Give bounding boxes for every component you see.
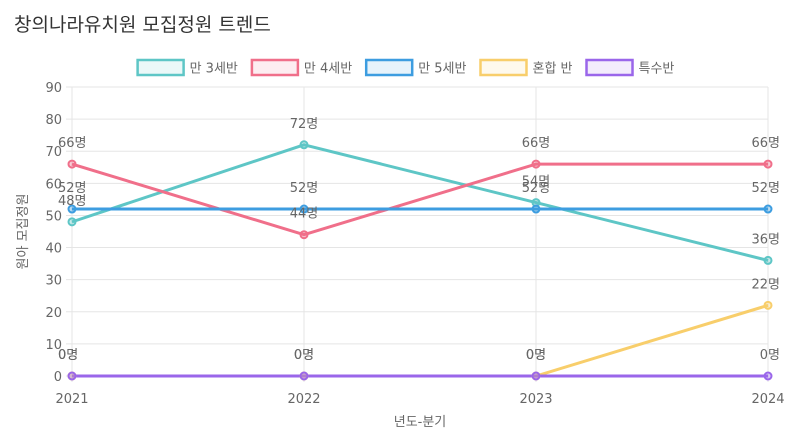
y-axis-title: 원아 모집정원 bbox=[16, 194, 31, 270]
data-point bbox=[299, 230, 309, 240]
series-line bbox=[71, 162, 768, 237]
data-label: 66명 bbox=[522, 136, 551, 151]
legend-swatch bbox=[136, 58, 185, 77]
data-label: 52명 bbox=[58, 181, 87, 196]
data-point bbox=[299, 140, 309, 150]
legend-item: 만 5세반 bbox=[364, 58, 467, 77]
x-tick-label: 2021 bbox=[55, 392, 88, 407]
data-label: 0명 bbox=[760, 348, 780, 363]
legend-label: 특수반 bbox=[639, 62, 675, 77]
data-label: 36명 bbox=[751, 232, 780, 247]
data-point bbox=[67, 204, 77, 214]
y-tick-label: 20 bbox=[45, 306, 62, 321]
data-point bbox=[67, 159, 77, 169]
y-tick-label: 90 bbox=[45, 81, 62, 96]
x-tick-label: 2023 bbox=[519, 392, 552, 407]
data-point bbox=[299, 371, 309, 381]
legend-item: 특수반 bbox=[585, 58, 675, 77]
data-label: 52명 bbox=[751, 181, 780, 196]
data-label: 54명 bbox=[522, 175, 551, 190]
series-line bbox=[71, 143, 769, 262]
chart-title: 창의나라유치원 모집정원 트렌드 bbox=[14, 14, 271, 36]
legend-label: 만 4세반 bbox=[304, 62, 352, 77]
y-tick-label: 50 bbox=[45, 209, 62, 224]
legend-item: 혼합 반 bbox=[479, 58, 573, 77]
y-tick-label: 10 bbox=[45, 338, 62, 353]
data-label: 22명 bbox=[751, 277, 780, 292]
legend-swatch bbox=[585, 58, 634, 77]
data-label: 0명 bbox=[58, 348, 78, 363]
data-point bbox=[763, 255, 773, 265]
data-label: 0명 bbox=[294, 348, 314, 363]
y-tick-label: 40 bbox=[45, 242, 62, 257]
legend-item: 만 3세반 bbox=[136, 58, 238, 77]
data-point bbox=[67, 217, 77, 227]
data-label: 48명 bbox=[58, 194, 87, 209]
data-label: 52명 bbox=[290, 181, 319, 196]
data-point bbox=[67, 371, 77, 381]
data-point bbox=[763, 371, 773, 381]
y-tick-label: 0 bbox=[54, 370, 62, 385]
data-label: 72명 bbox=[290, 117, 319, 132]
data-label: 0명 bbox=[526, 348, 546, 363]
data-point bbox=[299, 204, 309, 214]
data-point bbox=[531, 159, 541, 169]
legend-swatch bbox=[479, 58, 528, 77]
data-label: 52명 bbox=[522, 181, 551, 196]
x-tick-label: 2022 bbox=[287, 392, 320, 407]
y-tick-label: 60 bbox=[45, 177, 62, 192]
data-label: 66명 bbox=[751, 136, 780, 151]
data-label: 66명 bbox=[58, 136, 87, 151]
y-tick-label: 80 bbox=[45, 113, 62, 128]
y-tick-label: 70 bbox=[45, 145, 62, 160]
legend-swatch bbox=[250, 58, 300, 77]
data-point bbox=[763, 159, 773, 169]
data-point bbox=[531, 371, 541, 381]
data-label: 44명 bbox=[290, 207, 319, 222]
data-label: 0명 bbox=[58, 348, 78, 363]
legend-label: 만 5세반 bbox=[418, 62, 466, 77]
data-point bbox=[531, 204, 541, 214]
x-tick-label: 2024 bbox=[751, 392, 784, 407]
data-label: 0명 bbox=[294, 348, 314, 363]
x-axis-title: 년도-분기 bbox=[394, 415, 447, 430]
data-point bbox=[763, 300, 773, 310]
legend-swatch bbox=[364, 58, 414, 77]
legend-label: 혼합 반 bbox=[532, 62, 572, 77]
legend-item: 만 4세반 bbox=[250, 58, 352, 77]
series-line bbox=[72, 303, 769, 378]
data-point bbox=[763, 204, 773, 214]
y-tick-label: 30 bbox=[45, 274, 62, 289]
legend-label: 만 3세반 bbox=[190, 62, 238, 77]
data-label: 0명 bbox=[526, 348, 546, 363]
